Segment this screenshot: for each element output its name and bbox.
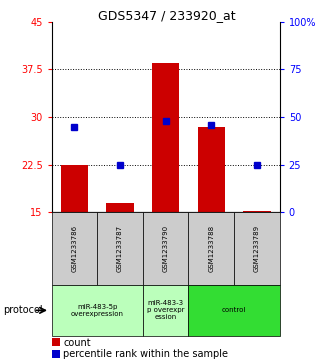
Text: control: control <box>222 307 246 313</box>
Bar <box>152 63 179 212</box>
Bar <box>197 127 225 212</box>
Text: protocol: protocol <box>3 305 43 315</box>
Text: miR-483-5p
overexpression: miR-483-5p overexpression <box>71 304 124 317</box>
Text: GDS5347 / 233920_at: GDS5347 / 233920_at <box>98 9 235 22</box>
Text: GSM1233789: GSM1233789 <box>254 225 260 272</box>
Bar <box>61 165 88 212</box>
Text: GSM1233786: GSM1233786 <box>71 225 78 272</box>
Text: GSM1233790: GSM1233790 <box>163 225 169 272</box>
Bar <box>106 203 134 212</box>
Text: miR-483-3
p overexpr
ession: miR-483-3 p overexpr ession <box>147 300 184 321</box>
Bar <box>243 211 271 212</box>
Text: count: count <box>63 338 91 348</box>
Text: GSM1233788: GSM1233788 <box>208 225 214 272</box>
Text: percentile rank within the sample: percentile rank within the sample <box>63 349 228 359</box>
Text: GSM1233787: GSM1233787 <box>117 225 123 272</box>
